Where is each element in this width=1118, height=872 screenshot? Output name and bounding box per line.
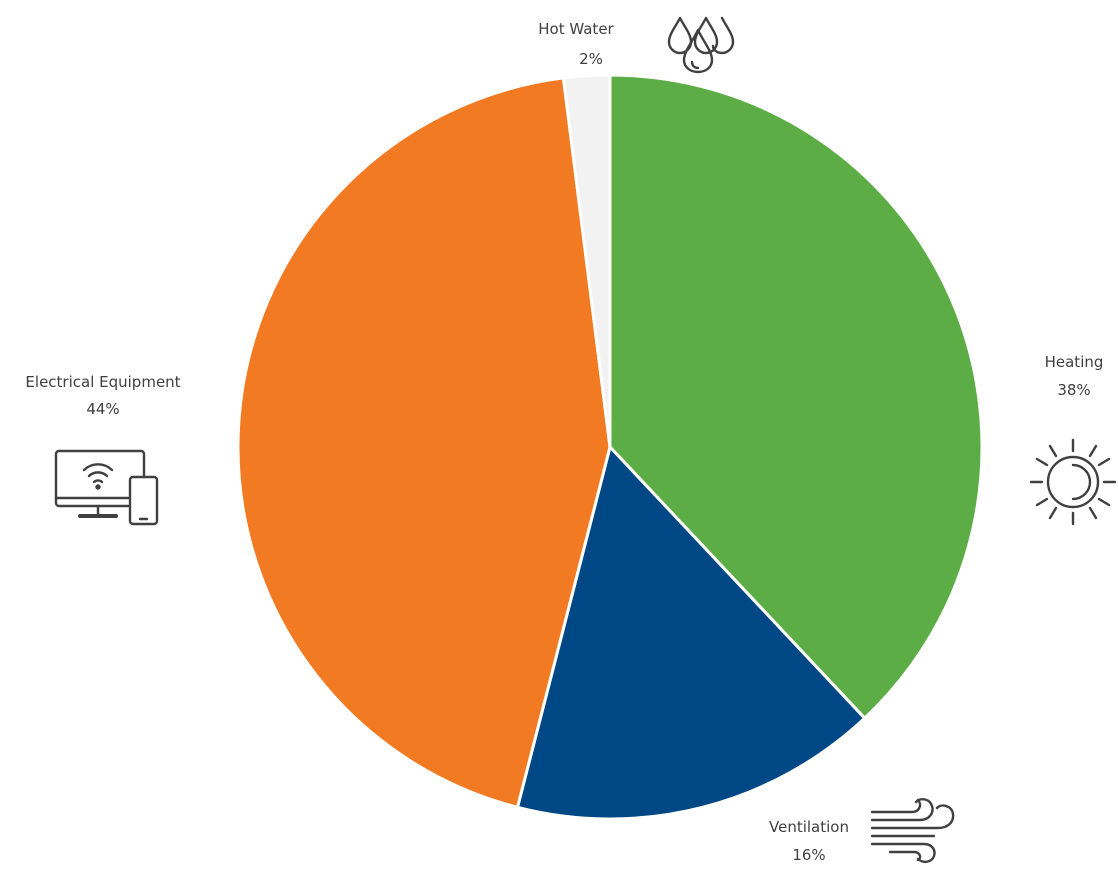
monitor-phone-wifi-icon bbox=[54, 449, 159, 526]
slice-ventilation bbox=[515, 445, 867, 821]
label-heating-value: 38% bbox=[1057, 381, 1090, 399]
data-labels: Hot Water 2% Heating 38% Electrical Equi… bbox=[25, 20, 1103, 864]
slice-electrical-equipment bbox=[236, 76, 612, 809]
slice-hot-water bbox=[561, 73, 612, 449]
sun-icon bbox=[1029, 438, 1117, 526]
label-electrical-equipment-value: 44% bbox=[86, 400, 119, 418]
water-drops-icon bbox=[667, 16, 735, 74]
pie-slices bbox=[236, 73, 984, 821]
slice-heating bbox=[608, 73, 984, 720]
label-hot-water-value: 2% bbox=[579, 50, 603, 68]
label-ventilation-name: Ventilation bbox=[769, 818, 849, 836]
label-electrical-equipment-name: Electrical Equipment bbox=[25, 373, 180, 391]
wind-icon bbox=[870, 798, 955, 864]
label-hot-water-name: Hot Water bbox=[538, 20, 614, 38]
label-heating-name: Heating bbox=[1045, 353, 1104, 371]
label-ventilation-value: 16% bbox=[792, 846, 825, 864]
